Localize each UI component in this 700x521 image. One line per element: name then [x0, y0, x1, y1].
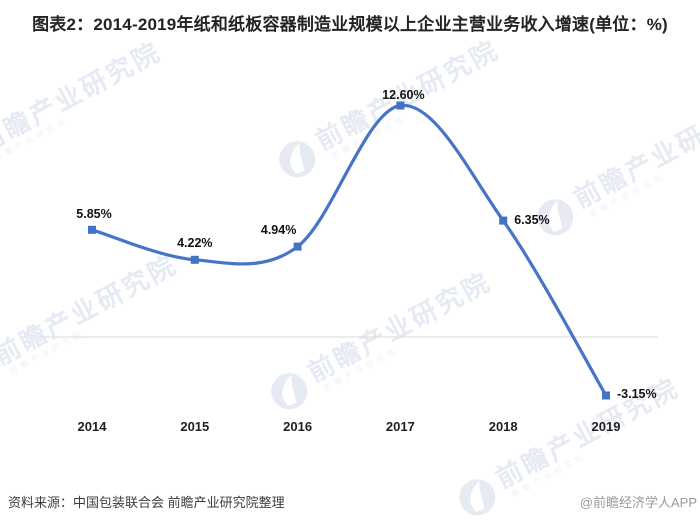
data-point-markers: [88, 101, 610, 400]
data-label-2018: 6.35%: [514, 212, 550, 227]
x-tick-2017: 2017: [385, 419, 415, 434]
data-point-marker: [293, 242, 302, 251]
data-label-2014: 5.85%: [76, 206, 112, 221]
data-point-marker: [190, 255, 199, 264]
x-tick-2016: 2016: [283, 419, 313, 434]
data-label-2016: 4.94%: [260, 222, 297, 237]
data-point-marker: [396, 101, 405, 110]
x-tick-2015: 2015: [180, 419, 210, 434]
data-source-note: 资料来源：中国包装联合会 前瞻产业研究院整理: [8, 495, 285, 510]
revenue-growth-line: [90, 103, 608, 398]
data-label-2015: 4.22%: [177, 235, 213, 250]
x-tick-2019: 2019: [591, 419, 621, 434]
credit-note: @前瞻经济学人APP: [579, 495, 697, 510]
data-label-2019: -3.15%: [617, 387, 657, 402]
data-point-marker: [88, 225, 96, 234]
x-tick-2014: 2014: [77, 419, 107, 434]
data-point-marker: [602, 391, 610, 400]
page-title: 图表2：2014-2019年纸和纸板容器制造业规模以上企业主营业务收入增速(单位…: [32, 15, 668, 34]
data-label-2017: 12.60%: [382, 87, 425, 102]
x-tick-2018: 2018: [488, 419, 518, 434]
data-point-marker: [499, 216, 508, 225]
